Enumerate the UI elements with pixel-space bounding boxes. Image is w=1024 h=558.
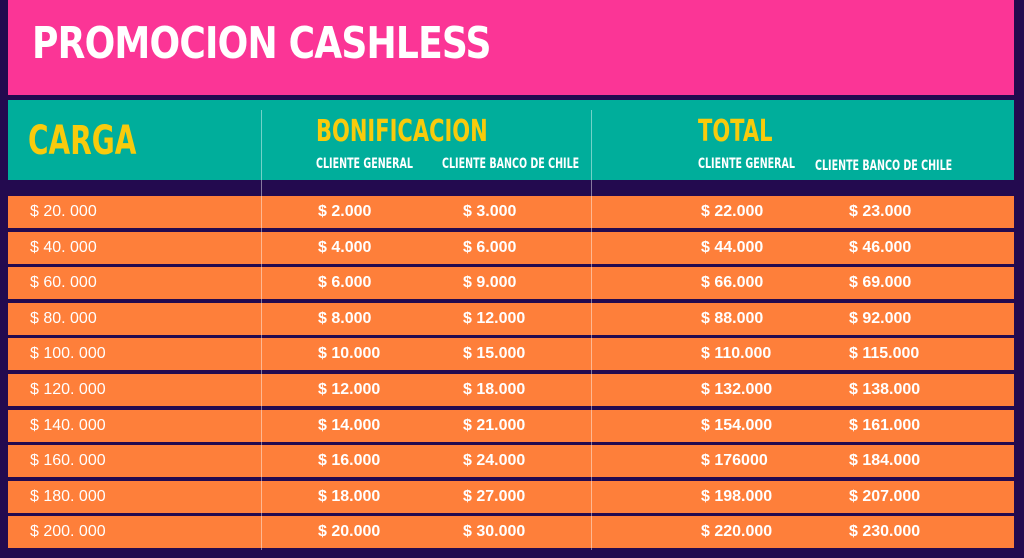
- cell-bonif-general: $ 20.000: [318, 523, 381, 541]
- cell-carga: $ 40. 000: [30, 238, 97, 256]
- cell-bonif-banco: $ 9.000: [463, 274, 517, 292]
- cell-total-banco: $ 115.000: [849, 345, 920, 363]
- column-divider: [591, 110, 592, 550]
- table-header: CARGA BONIFICACION CLIENTE GENERAL CLIEN…: [8, 100, 1014, 180]
- cell-carga: $ 180. 000: [30, 487, 106, 505]
- cell-total-general: $ 220.000: [701, 523, 773, 541]
- cell-bonif-banco: $ 30.000: [463, 523, 526, 541]
- cell-bonif-banco: $ 12.000: [463, 309, 526, 327]
- table-row: $ 20. 000 $ 2.000 $ 3.000 $ 22.000 $ 23.000: [8, 196, 1014, 228]
- cell-total-banco: $ 207.000: [849, 487, 921, 505]
- cell-carga: $ 160. 000: [30, 452, 106, 470]
- cell-total-banco: $ 69.000: [849, 274, 912, 292]
- table-row: $ 200. 000 $ 20.000 $ 30.000 $ 220.000 $ 230…: [8, 516, 1014, 549]
- cell-bonif-banco: $ 18.000: [463, 381, 526, 398]
- column-divider: [261, 110, 262, 550]
- cell-total-general: $ 110.000: [701, 345, 772, 363]
- cell-total-general: $ 88.000: [701, 309, 764, 327]
- cell-bonif-general: $ 2.000: [318, 203, 372, 220]
- cell-total-banco: $ 184.000: [849, 452, 921, 470]
- cell-bonif-banco: $ 15.000: [463, 345, 526, 363]
- cell-total-general: $ 198.000: [701, 487, 773, 505]
- cell-bonif-banco: $ 3.000: [463, 203, 517, 220]
- table-row: $ 80. 000 $ 8.000 $ 12.000 $ 88.000 $ 92.000: [8, 302, 1014, 335]
- cell-carga: $ 120. 000: [30, 381, 106, 398]
- cell-carga: $ 60. 000: [30, 274, 97, 292]
- header-total: TOTAL: [698, 114, 773, 149]
- cell-carga: $ 80. 000: [30, 309, 97, 327]
- cell-total-banco: $ 230.000: [849, 523, 921, 541]
- cell-carga: $ 20. 000: [30, 203, 97, 220]
- cell-total-banco: $ 46.000: [849, 238, 912, 256]
- header-total-banco: CLIENTE BANCO DE CHILE: [815, 158, 953, 174]
- cell-total-banco: $ 92.000: [849, 309, 912, 327]
- header-bonif-general: CLIENTE GENERAL: [316, 156, 413, 172]
- cell-bonif-general: $ 18.000: [318, 487, 381, 505]
- cell-carga: $ 140. 000: [30, 416, 106, 434]
- table-row: $ 120. 000 $ 12.000 $ 18.000 $ 132.000 $ 138…: [8, 374, 1014, 406]
- cell-total-general: $ 44.000: [701, 238, 764, 256]
- table-row: $ 40. 000 $ 4.000 $ 6.000 $ 44.000 $ 46.000: [8, 231, 1014, 264]
- header-bonif-banco: CLIENTE BANCO DE CHILE: [442, 156, 580, 172]
- table-row: $ 100. 000 $ 10.000 $ 15.000 $ 110.000 $ 115…: [8, 338, 1014, 371]
- cell-total-general: $ 22.000: [701, 203, 764, 220]
- page-title: PROMOCION CASHLESS: [32, 18, 491, 69]
- cell-bonif-banco: $ 6.000: [463, 238, 517, 256]
- cell-bonif-banco: $ 24.000: [463, 452, 526, 470]
- cell-total-banco: $ 161.000: [849, 416, 921, 434]
- title-banner: PROMOCION CASHLESS: [8, 0, 1014, 95]
- cell-bonif-general: $ 8.000: [318, 309, 372, 327]
- cell-bonif-general: $ 6.000: [318, 274, 372, 292]
- cell-bonif-banco: $ 27.000: [463, 487, 526, 505]
- table-row: $ 60. 000 $ 6.000 $ 9.000 $ 66.000 $ 69.000: [8, 267, 1014, 300]
- table-row: $ 140. 000 $ 14.000 $ 21.000 $ 154.000 $ 161…: [8, 409, 1014, 442]
- cell-carga: $ 200. 000: [30, 523, 106, 541]
- cell-total-banco: $ 138.000: [849, 381, 921, 398]
- cell-total-banco: $ 23.000: [849, 203, 912, 220]
- table-row: $ 180. 000 $ 18.000 $ 27.000 $ 198.000 $ 207…: [8, 480, 1014, 513]
- cell-total-general: $ 66.000: [701, 274, 764, 292]
- cell-bonif-general: $ 4.000: [318, 238, 372, 256]
- table-row: $ 160. 000 $ 16.000 $ 24.000 $ 176000 $ 184.…: [8, 445, 1014, 478]
- header-carga: CARGA: [28, 118, 137, 164]
- cell-total-general: $ 176000: [701, 452, 768, 470]
- header-bonificacion: BONIFICACION: [316, 114, 488, 149]
- cell-total-general: $ 154.000: [701, 416, 773, 434]
- cell-bonif-general: $ 12.000: [318, 381, 381, 398]
- cell-bonif-general: $ 16.000: [318, 452, 381, 470]
- cell-bonif-banco: $ 21.000: [463, 416, 526, 434]
- header-total-general: CLIENTE GENERAL: [698, 156, 795, 172]
- cell-carga: $ 100. 000: [30, 345, 106, 363]
- cell-bonif-general: $ 10.000: [318, 345, 381, 363]
- cell-total-general: $ 132.000: [701, 381, 773, 398]
- cell-bonif-general: $ 14.000: [318, 416, 381, 434]
